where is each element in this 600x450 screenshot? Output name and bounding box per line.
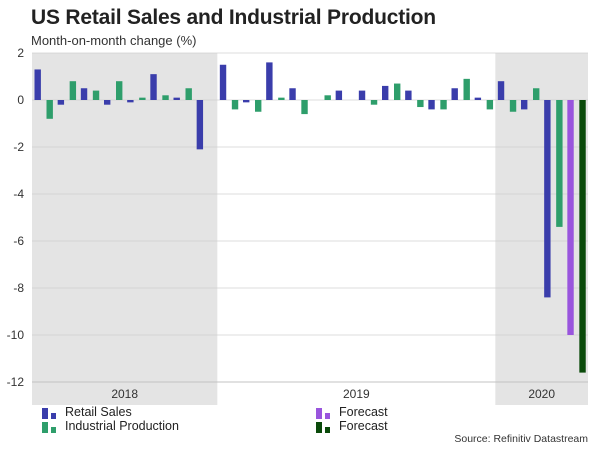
bar-retail bbox=[451, 88, 458, 100]
chart-title: US Retail Sales and Industrial Productio… bbox=[31, 6, 436, 29]
bar-retail bbox=[405, 90, 412, 100]
bar-retail bbox=[173, 97, 180, 100]
chart-subtitle: Month-on-month change (%) bbox=[31, 33, 197, 48]
bar-industrial bbox=[486, 100, 494, 110]
legend-item-industrial: Industrial Production bbox=[42, 419, 179, 433]
bar-retail bbox=[497, 81, 505, 100]
legend-label-industrial-forecast: Forecast bbox=[339, 419, 388, 433]
bar-industrial bbox=[185, 88, 192, 100]
bar-retail bbox=[289, 88, 296, 100]
year-shade-2018 bbox=[32, 53, 218, 405]
bar-retail bbox=[127, 100, 134, 103]
y-tick-label: -2 bbox=[13, 140, 24, 154]
bar-industrial bbox=[440, 100, 447, 110]
year-shade-2020 bbox=[495, 53, 588, 405]
bar-industrial bbox=[324, 95, 331, 100]
y-tick-label: -10 bbox=[7, 328, 25, 342]
legend-item-retail: Retail Sales bbox=[42, 405, 132, 419]
bar-industrial bbox=[255, 100, 262, 112]
bar-industrial_forecast bbox=[579, 100, 586, 373]
bar-retail bbox=[266, 62, 273, 100]
legend-swatch-retail bbox=[42, 405, 59, 419]
bar-industrial bbox=[556, 100, 563, 227]
bar-industrial bbox=[509, 100, 517, 112]
bar-industrial bbox=[69, 81, 77, 100]
legend-label-retail: Retail Sales bbox=[65, 405, 132, 419]
bar-industrial bbox=[162, 95, 169, 100]
legend-item-industrial-forecast: Forecast bbox=[316, 419, 388, 433]
bar-industrial bbox=[139, 97, 146, 100]
bar-industrial bbox=[278, 97, 285, 100]
bar-retail bbox=[104, 100, 111, 105]
bar-retail bbox=[219, 64, 227, 100]
y-tick-label: 0 bbox=[17, 93, 24, 107]
bar-retail bbox=[382, 85, 389, 100]
bar-retail bbox=[196, 100, 204, 150]
legend-label-retail-forecast: Forecast bbox=[339, 405, 388, 419]
x-tick-label: 2018 bbox=[111, 387, 138, 401]
bar-retail bbox=[474, 97, 482, 100]
bar-industrial bbox=[533, 88, 540, 100]
bar-retail bbox=[34, 69, 41, 100]
bar-retail bbox=[358, 90, 366, 100]
y-tick-label: 2 bbox=[17, 46, 24, 60]
y-tick-label: -8 bbox=[13, 281, 24, 295]
bar-industrial bbox=[46, 100, 53, 119]
bar-retail bbox=[335, 90, 343, 100]
bar-retail bbox=[80, 88, 88, 100]
bar-industrial bbox=[301, 100, 308, 115]
bar-industrial bbox=[463, 78, 470, 100]
y-tick-label: -4 bbox=[13, 187, 24, 201]
x-tick-label: 2019 bbox=[343, 387, 370, 401]
bar-retail_forecast bbox=[567, 100, 574, 335]
y-tick-label: -6 bbox=[13, 234, 24, 248]
bar-retail bbox=[428, 100, 435, 110]
x-tick-label: 2020 bbox=[528, 387, 555, 401]
legend-item-retail-forecast: Forecast bbox=[316, 405, 388, 419]
source-note: Source: Refinitiv Datastream bbox=[454, 433, 588, 445]
legend-swatch-retail-forecast bbox=[316, 405, 333, 419]
legend-swatch-industrial bbox=[42, 419, 59, 433]
bar-industrial bbox=[394, 83, 401, 100]
bar-retail bbox=[544, 100, 551, 298]
legend-label-industrial: Industrial Production bbox=[65, 419, 179, 433]
bar-retail bbox=[150, 74, 157, 100]
bar-industrial bbox=[370, 100, 378, 105]
bar-industrial bbox=[231, 100, 239, 110]
y-tick-label: -12 bbox=[7, 375, 25, 389]
bar-retail bbox=[57, 100, 65, 105]
bar-industrial bbox=[116, 81, 123, 100]
legend-swatch-industrial-forecast bbox=[316, 419, 333, 433]
bar-retail bbox=[243, 100, 250, 103]
bar-retail bbox=[521, 100, 528, 110]
bar-industrial bbox=[417, 100, 424, 108]
bar-industrial bbox=[92, 90, 100, 100]
